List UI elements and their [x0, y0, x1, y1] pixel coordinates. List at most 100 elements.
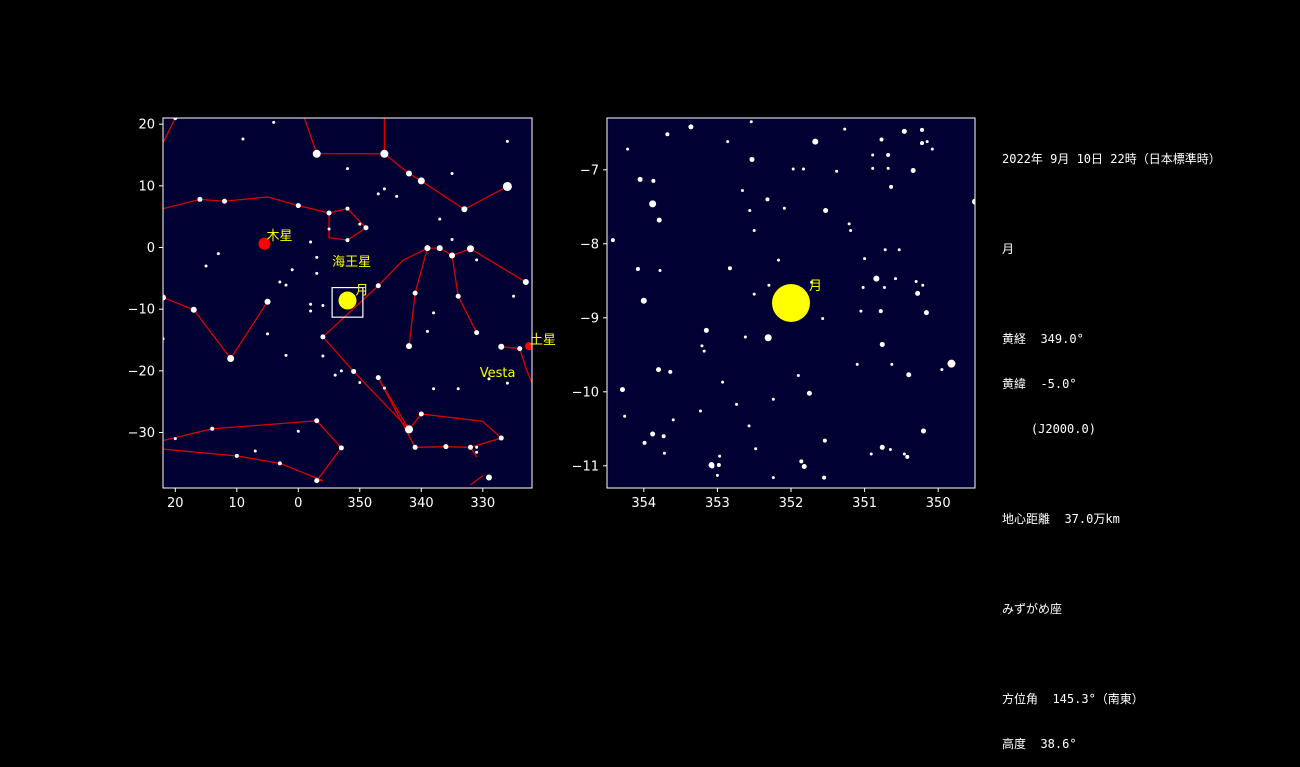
star-point: [405, 425, 413, 434]
x-tick-label: 353: [705, 496, 730, 511]
star-point: [905, 454, 910, 459]
y-tick-label: −8: [580, 237, 599, 252]
star-point: [747, 424, 751, 428]
star-point: [752, 292, 756, 296]
ecliptic-longitude: 黄経 349.0°: [1002, 332, 1084, 346]
star-point: [782, 206, 786, 210]
star-point: [726, 140, 730, 144]
x-tick-label: 0: [294, 496, 302, 511]
star-point: [610, 238, 615, 243]
star-point: [635, 266, 640, 271]
star-point: [847, 222, 851, 226]
star-point: [375, 283, 381, 289]
star-point: [886, 153, 891, 157]
star-point: [412, 444, 418, 450]
x-tick-label: 340: [409, 496, 434, 511]
star-point: [163, 294, 166, 301]
star-point: [821, 317, 825, 321]
star-point: [173, 437, 177, 441]
star-point: [284, 283, 288, 287]
star-point: [771, 397, 775, 401]
star-point: [498, 343, 505, 350]
star-point: [253, 449, 257, 453]
star-point: [743, 335, 747, 339]
star-point: [376, 192, 380, 196]
star-point: [806, 390, 812, 396]
star-point: [443, 444, 449, 450]
y-tick-label: −20: [128, 364, 155, 379]
star-point: [498, 435, 504, 441]
body-label: 月: [809, 279, 822, 294]
x-tick-label: 351: [852, 496, 877, 511]
star-point: [375, 375, 381, 381]
star-point: [703, 327, 709, 333]
star-point: [889, 184, 894, 189]
star-point: [327, 227, 331, 231]
star-point: [600, 287, 606, 293]
star-point: [382, 187, 386, 191]
star-point: [855, 362, 859, 366]
constellation-line: [501, 346, 532, 384]
star-point: [671, 418, 675, 422]
star-point: [474, 330, 480, 336]
star-point: [522, 279, 529, 286]
body-label: 海王星: [332, 255, 371, 270]
zoom-sky-chart: 月 354 353 352 351 350 −7 −8 −9 −10 −11: [572, 117, 976, 511]
star-point: [947, 359, 956, 368]
star-point: [475, 445, 479, 449]
star-point: [309, 309, 313, 313]
star-point: [749, 120, 753, 124]
body-label: 木星: [266, 229, 292, 244]
star-point: [799, 459, 804, 464]
star-point: [812, 138, 819, 145]
star-point: [309, 240, 313, 244]
star-point: [623, 414, 627, 418]
body-marker: [258, 237, 271, 250]
star-point: [930, 147, 934, 151]
star-point: [417, 177, 425, 185]
star-point: [849, 228, 853, 232]
star-point: [749, 156, 755, 162]
star-point: [897, 248, 901, 252]
star-point: [505, 139, 509, 143]
star-point: [475, 258, 479, 262]
star-point: [432, 311, 436, 315]
body-label: 土星: [530, 333, 556, 348]
star-point: [339, 369, 343, 373]
star-point: [715, 473, 719, 477]
star-point: [314, 418, 320, 424]
star-point: [475, 450, 479, 454]
y-tick-label: −10: [128, 303, 155, 318]
star-point: [512, 294, 516, 298]
star-point: [656, 217, 662, 223]
body-label: Vesta: [480, 366, 516, 381]
x-tick-label: 20: [167, 496, 184, 511]
star-point: [468, 444, 473, 450]
star-point: [467, 245, 474, 253]
star-point: [871, 153, 875, 157]
constellation-line: [163, 296, 269, 360]
constellation-line: [303, 118, 386, 155]
star-point: [801, 464, 807, 470]
star-point: [890, 362, 894, 366]
star-point: [266, 332, 270, 336]
star-point: [665, 132, 670, 137]
star-point: [351, 368, 357, 374]
body-marker: [524, 342, 532, 351]
star-point: [894, 277, 898, 281]
star-point: [345, 206, 350, 211]
star-point: [640, 297, 647, 304]
y-tick-label: 0: [147, 241, 155, 256]
star-point: [517, 346, 523, 352]
star-point: [204, 264, 208, 268]
star-point: [906, 372, 912, 378]
ecliptic-latitude: 黄緯 -5.0°: [1002, 377, 1077, 391]
star-point: [748, 209, 752, 212]
star-point: [869, 452, 873, 456]
star-point: [358, 222, 362, 226]
star-point: [358, 381, 362, 385]
star-point: [190, 306, 197, 313]
star-point: [637, 176, 643, 182]
star-point: [505, 381, 509, 385]
